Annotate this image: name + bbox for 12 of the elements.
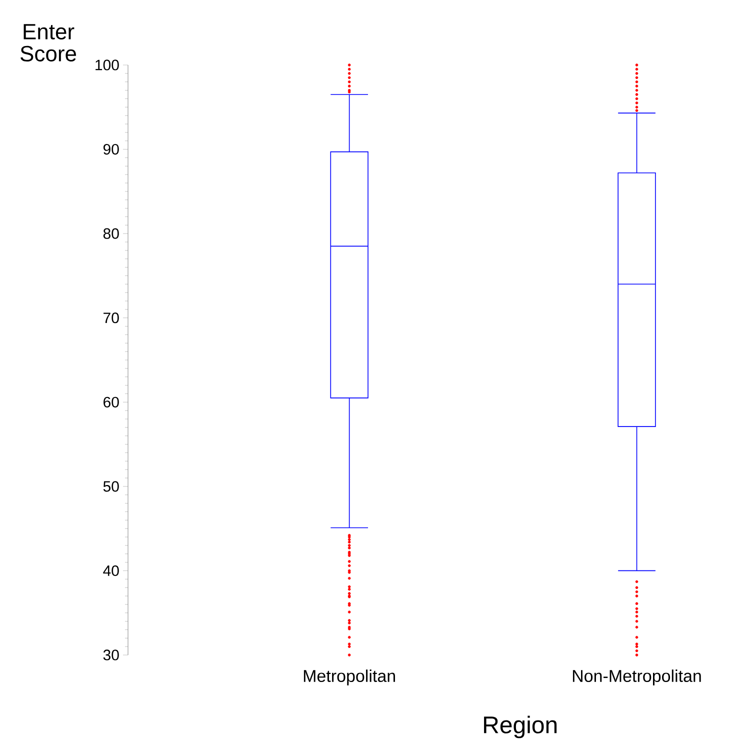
x-axis-title: Region (484, 716, 557, 738)
y-axis-title: Enter Score (20, 24, 76, 62)
x-tick-label: Metropolitan (304, 670, 395, 686)
y-tick-label: 40 (103, 565, 119, 576)
y-tick-label: 60 (104, 396, 119, 408)
y-tick-label: 50 (103, 481, 119, 492)
x-tick-label: Non-Metropolitan (572, 670, 701, 686)
y-tick-label: 100 (96, 60, 119, 70)
y-tick-label: 30 (103, 650, 119, 660)
y-tick-label: 90 (103, 144, 119, 155)
y-tick-label: 80 (103, 228, 119, 239)
y-tick-label: 70 (104, 312, 119, 324)
